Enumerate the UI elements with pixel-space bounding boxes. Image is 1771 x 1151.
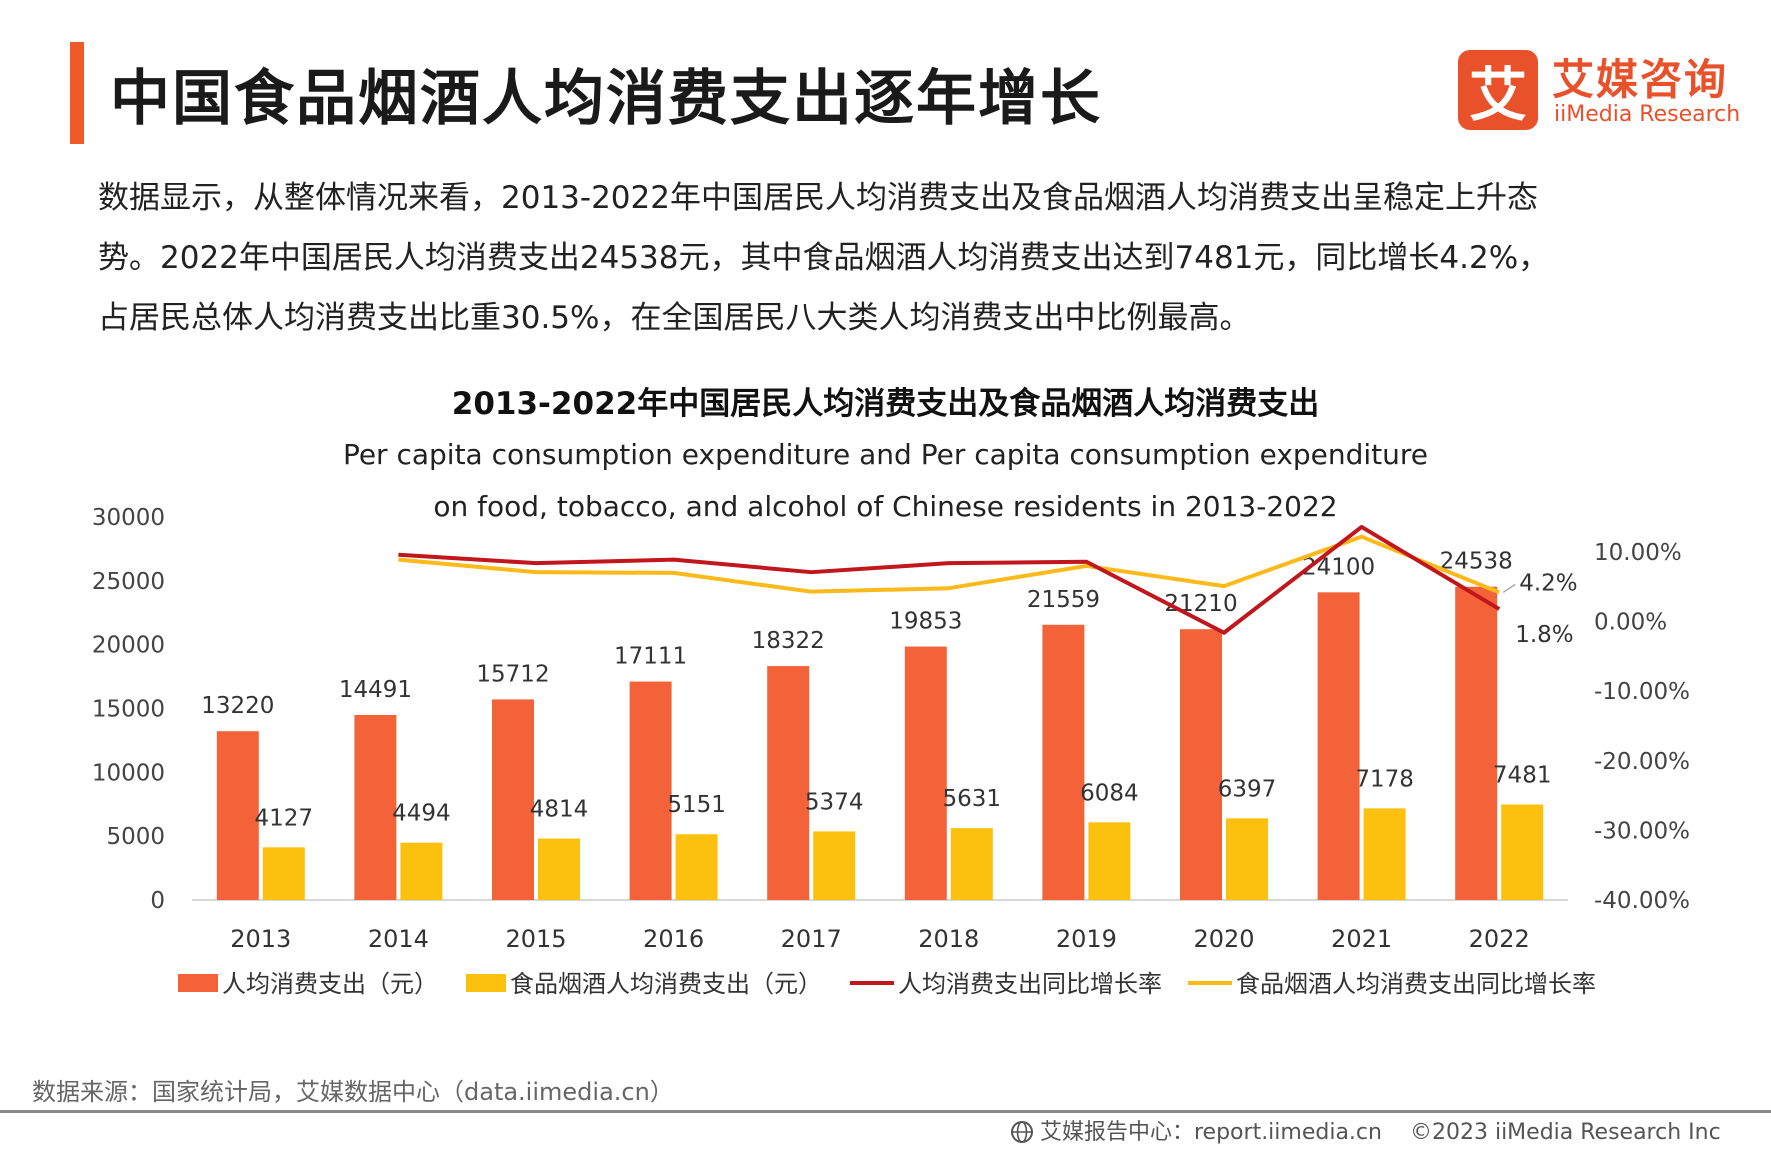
logo-mark-icon: 艾 — [1458, 50, 1538, 130]
bar-food-expenditure — [1088, 822, 1131, 900]
legend-label: 食品烟酒人均消费支出同比增长率 — [1236, 970, 1596, 998]
bar-total-value-label: 17111 — [614, 644, 687, 670]
footer-copyright: ©2023 iiMedia Research Inc — [1409, 1120, 1721, 1145]
food-rate-2022-label: 4.2% — [1519, 570, 1577, 596]
footer-divider — [0, 1110, 1771, 1113]
bar-total-expenditure — [354, 714, 397, 900]
bar-total-expenditure — [216, 731, 259, 900]
bar-total-value-label: 14491 — [339, 677, 412, 703]
y-right-tick-label: -10.00% — [1594, 679, 1690, 705]
y-left-tick-label: 30000 — [92, 505, 165, 531]
x-tick-label: 2021 — [1331, 925, 1392, 953]
y-left-tick-label: 15000 — [92, 697, 165, 723]
bar-food-value-label: 6084 — [1080, 780, 1139, 806]
bar-food-value-label: 7178 — [1355, 766, 1414, 792]
bar-total-value-label: 13220 — [201, 693, 274, 719]
bar-total-value-label: 21210 — [1164, 591, 1237, 617]
bar-total-value-label: 15712 — [476, 661, 549, 687]
bar-food-value-label: 4127 — [255, 805, 314, 831]
legend-label: 人均消费支出（元） — [222, 970, 438, 998]
intro-paragraph: 数据显示，从整体情况来看，2013-2022年中国居民人均消费支出及食品烟酒人均… — [98, 168, 1658, 348]
globe-icon — [1010, 1120, 1034, 1145]
bar-total-expenditure — [492, 699, 534, 900]
x-tick-label: 2017 — [781, 925, 842, 953]
x-tick-label: 2015 — [505, 925, 566, 953]
intro-line-3: 占居民总体人均消费支出比重30.5%，在全国居民八大类人均消费支出中比例最高。 — [98, 300, 1251, 336]
bar-total-expenditure — [904, 646, 947, 900]
title-accent-bar — [70, 42, 84, 144]
bar-food-value-label: 4814 — [530, 797, 589, 823]
y-right-tick-label: -30.00% — [1594, 818, 1690, 844]
legend-label: 人均消费支出同比增长率 — [898, 970, 1162, 998]
brand-logo: 艾 艾媒咨询 iiMedia Research — [1458, 48, 1748, 132]
bar-food-value-label: 5631 — [943, 786, 1002, 812]
bar-total-expenditure — [1455, 586, 1498, 900]
chart-title: 2013-2022年中国居民人均消费支出及食品烟酒人均消费支出 — [451, 386, 1320, 422]
intro-line-2: 势。2022年中国居民人均消费支出24538元，其中食品烟酒人均消费支出达到74… — [98, 240, 1550, 276]
line-food-growth-rate — [398, 534, 1500, 595]
bar-food-value-label: 5374 — [805, 789, 864, 815]
bar-food-expenditure — [950, 828, 993, 900]
bar-total-value-label: 24538 — [1440, 549, 1513, 575]
intro-line-1: 数据显示，从整体情况来看，2013-2022年中国居民人均消费支出及食品烟酒人均… — [98, 180, 1538, 216]
line-total-growth-rate — [398, 524, 1501, 635]
bar-food-value-label: 7481 — [1493, 762, 1552, 788]
bar-total-expenditure — [629, 681, 672, 900]
x-tick-label: 2013 — [230, 925, 291, 953]
legend-swatch — [466, 974, 506, 992]
y-left-tick-label: 20000 — [92, 633, 165, 659]
food-rate-label-leader — [1502, 583, 1516, 593]
bar-food-expenditure — [675, 834, 718, 900]
x-tick-label: 2022 — [1469, 925, 1530, 953]
x-tick-label: 2014 — [368, 925, 429, 953]
bar-total-value-label: 18322 — [752, 628, 825, 654]
bar-total-expenditure — [767, 666, 810, 900]
footer: 艾媒报告中心：report.iimedia.cn ©2023 iiMedia Re… — [1010, 1114, 1721, 1146]
bar-food-value-label: 6397 — [1218, 776, 1277, 802]
bar-total-value-label: 21559 — [1027, 587, 1100, 613]
data-source: 数据来源：国家统计局，艾媒数据中心（data.iimedia.cn） — [32, 1078, 674, 1106]
footer-report-link[interactable]: 艾媒报告中心：report.iimedia.cn — [1040, 1120, 1382, 1145]
bar-total-expenditure — [1317, 592, 1360, 900]
y-left-tick-label: 0 — [150, 888, 165, 914]
total-rate-2022-label: 1.8% — [1515, 622, 1573, 648]
logo-en-text: iiMedia Research — [1554, 102, 1741, 127]
x-tick-label: 2018 — [918, 925, 979, 953]
x-tick-label: 2019 — [1056, 925, 1117, 953]
chart-subtitle-line-1: Per capita consumption expenditure and P… — [342, 438, 1429, 471]
bar-food-expenditure — [538, 838, 580, 900]
legend-label: 食品烟酒人均消费支出（元） — [510, 970, 822, 998]
bar-food-expenditure — [1226, 818, 1268, 900]
page-title: 中国食品烟酒人均消费支出逐年增长 — [110, 64, 1102, 134]
chart-subtitle-line-2: on food, tobacco, and alcohol of Chinese… — [433, 490, 1338, 523]
y-left-tick-label: 25000 — [92, 569, 165, 595]
bar-food-expenditure — [1501, 804, 1544, 900]
bar-food-value-label: 4494 — [392, 801, 451, 827]
bar-total-expenditure — [1180, 629, 1222, 900]
bar-food-expenditure — [1363, 808, 1406, 900]
x-tick-label: 2016 — [643, 925, 704, 953]
y-right-tick-label: 10.00% — [1594, 540, 1682, 566]
y-right-tick-label: -40.00% — [1594, 888, 1690, 914]
y-right-tick-label: -20.00% — [1594, 749, 1690, 775]
bar-food-value-label: 5151 — [667, 792, 726, 818]
x-tick-label: 2020 — [1193, 925, 1254, 953]
bar-food-expenditure — [813, 831, 856, 900]
bar-total-value-label: 24100 — [1302, 554, 1375, 580]
bar-total-expenditure — [1042, 624, 1085, 900]
bar-food-expenditure — [400, 842, 443, 900]
bar-food-expenditure — [262, 847, 305, 900]
y-right-tick-label: 0.00% — [1594, 610, 1667, 636]
legend-swatch — [178, 974, 218, 992]
logo-cn-text: 艾媒咨询 — [1552, 55, 1729, 104]
bar-total-value-label: 19853 — [889, 609, 962, 635]
y-left-tick-label: 5000 — [106, 824, 165, 850]
y-left-tick-label: 10000 — [92, 760, 165, 786]
